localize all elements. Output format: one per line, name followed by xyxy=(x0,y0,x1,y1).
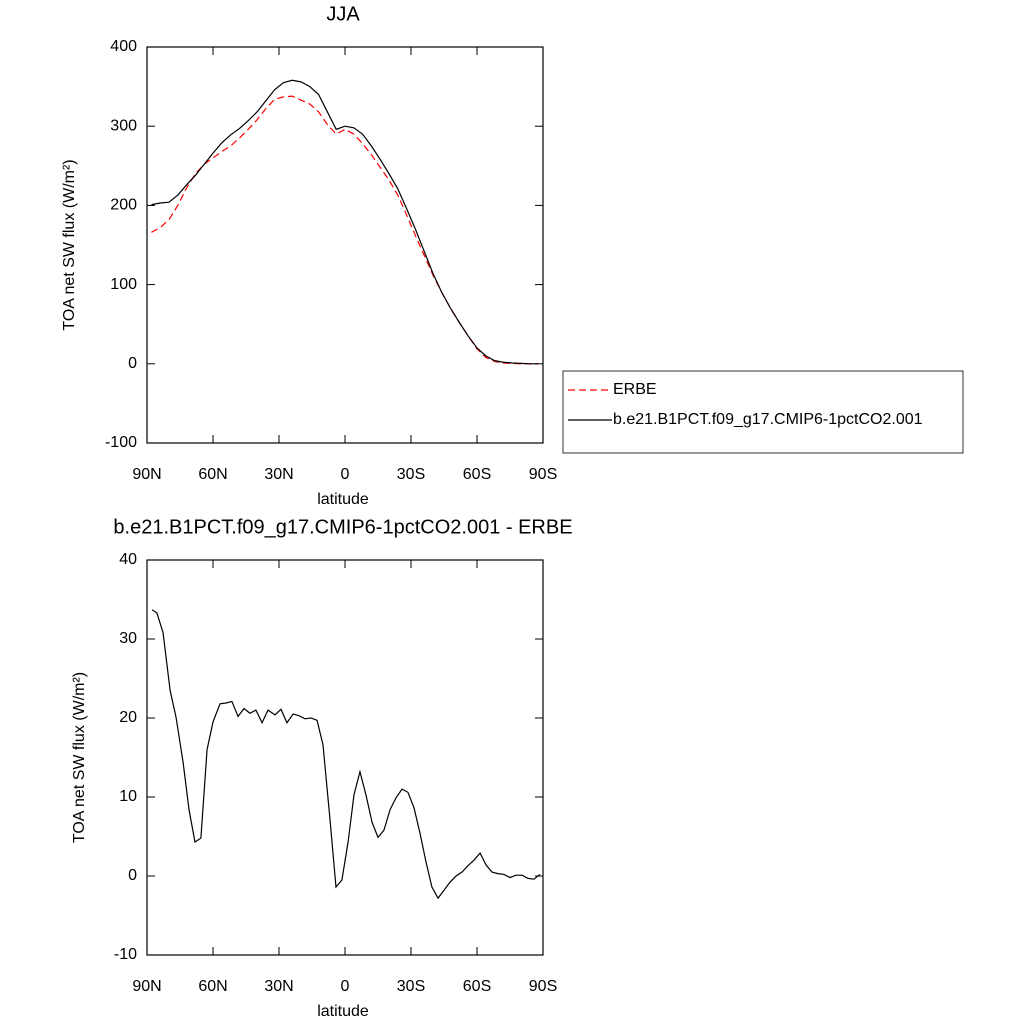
y-tick-label: 20 xyxy=(119,709,137,726)
y-tick-label: 0 xyxy=(128,867,137,884)
y-tick-label: 200 xyxy=(110,197,137,214)
x-tick-label: 0 xyxy=(341,978,350,995)
x-axis-label: latitude xyxy=(317,1003,369,1020)
chart-title: JJA xyxy=(326,3,360,25)
x-tick-label: 90S xyxy=(529,978,557,995)
x-tick-label: 60N xyxy=(198,978,227,995)
y-tick-label: 400 xyxy=(110,38,137,55)
y-tick-label: 300 xyxy=(110,117,137,134)
x-tick-label: 30N xyxy=(264,466,293,483)
plot-frame xyxy=(146,559,544,956)
y-tick-label: 30 xyxy=(119,630,137,647)
x-tick-label: 30S xyxy=(397,466,425,483)
legend-label: b.e21.B1PCT.f09_g17.CMIP6-1pctCO2.001 xyxy=(613,411,923,428)
y-axis-label: TOA net SW flux (W/m²) xyxy=(61,159,78,330)
y-tick-label: 0 xyxy=(128,355,137,372)
x-tick-label: 90S xyxy=(529,466,557,483)
data-line xyxy=(151,609,541,900)
x-tick-label: 30S xyxy=(397,978,425,995)
data-line xyxy=(151,79,539,365)
x-tick-label: 90N xyxy=(132,466,161,483)
plot-frame xyxy=(146,46,544,444)
y-tick-label: 40 xyxy=(119,551,137,568)
data-line xyxy=(151,95,539,365)
y-tick-label: -10 xyxy=(114,946,137,963)
legend-label: ERBE xyxy=(613,381,657,398)
x-tick-label: 0 xyxy=(341,466,350,483)
x-tick-label: 90N xyxy=(132,978,161,995)
x-tick-label: 30N xyxy=(264,978,293,995)
y-tick-label: -100 xyxy=(105,434,137,451)
x-tick-label: 60N xyxy=(198,466,227,483)
y-axis-label: TOA net SW flux (W/m²) xyxy=(71,672,88,843)
y-tick-label: 100 xyxy=(110,276,137,293)
x-tick-label: 60S xyxy=(463,978,491,995)
x-tick-label: 60S xyxy=(463,466,491,483)
y-tick-label: 10 xyxy=(119,788,137,805)
legend-box xyxy=(562,370,964,454)
chart-title: b.e21.B1PCT.f09_g17.CMIP6-1pctCO2.001 - … xyxy=(113,516,572,538)
x-axis-label: latitude xyxy=(317,491,369,508)
